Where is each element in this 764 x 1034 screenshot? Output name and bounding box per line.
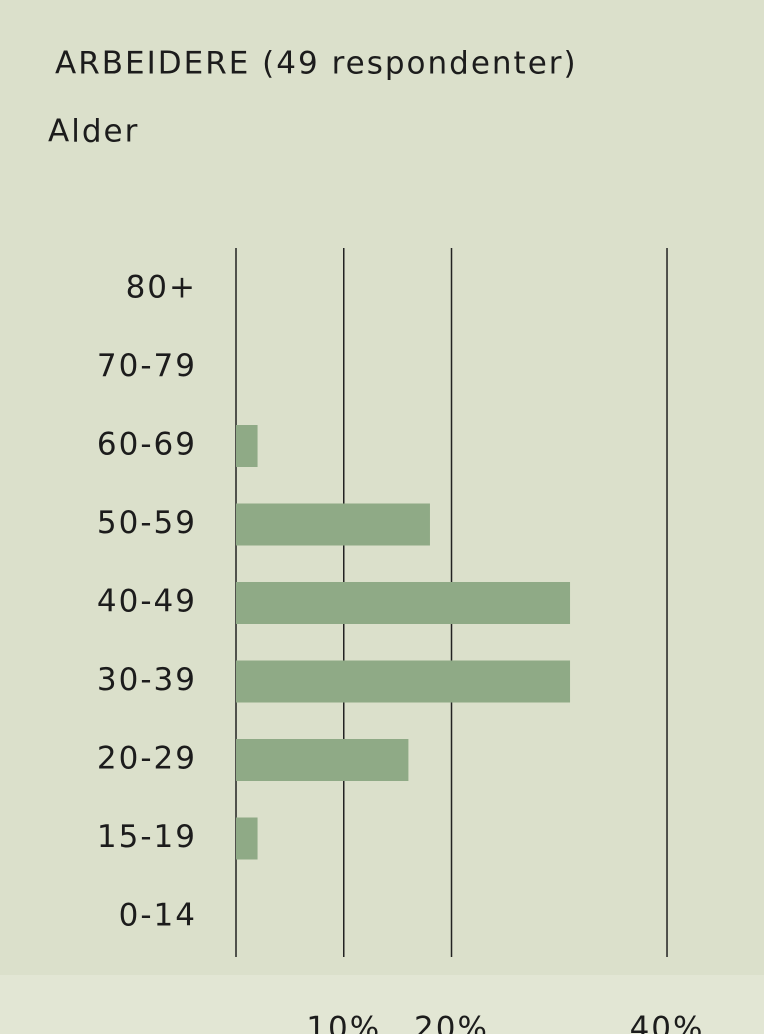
chart-title: ARBEIDERE (49 respondenter)	[55, 46, 578, 82]
axis-band	[0, 975, 764, 1034]
x-tick-label: 10%	[306, 1011, 381, 1034]
bar	[236, 660, 571, 703]
bar	[236, 817, 258, 860]
bar	[236, 739, 409, 781]
x-tick-label: 40%	[630, 1011, 705, 1034]
y-tick-label: 70-79	[97, 348, 197, 384]
bar	[236, 425, 258, 467]
y-tick-label: 20-29	[97, 741, 197, 777]
y-tick-label: 80+	[126, 270, 197, 306]
bar	[236, 503, 430, 546]
y-tick-label: 60-69	[97, 427, 197, 463]
x-tick-label: 20%	[414, 1011, 489, 1034]
y-tick-label: 40-49	[97, 584, 197, 620]
y-tick-label: 50-59	[97, 505, 197, 541]
y-tick-label: 30-39	[97, 662, 197, 698]
chart-subtitle: Alder	[48, 114, 139, 150]
bar	[236, 582, 571, 624]
y-tick-label: 15-19	[97, 819, 197, 855]
y-tick-label: 0-14	[119, 898, 197, 934]
